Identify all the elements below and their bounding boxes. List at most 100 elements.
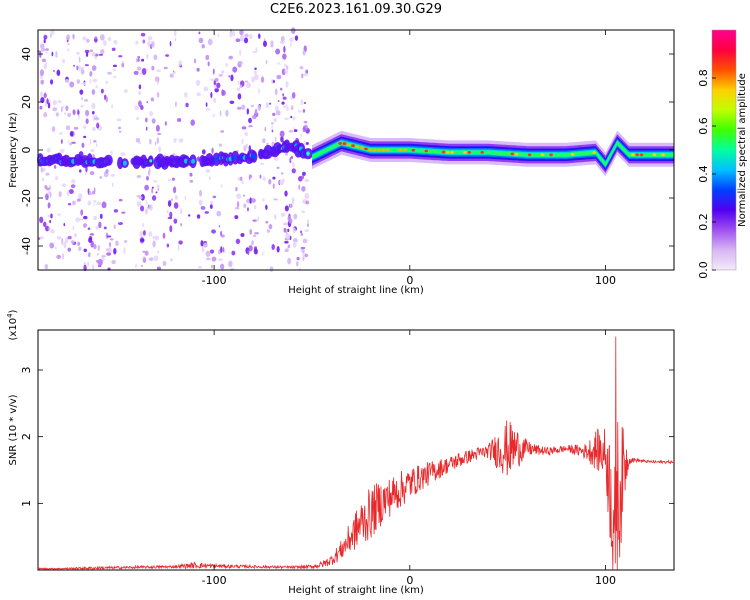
spectrogram-noise-cell (52, 100, 58, 106)
colorbar-ticks: 0.0 0.2 0.4 0.6 0.8 (697, 69, 716, 279)
spectrogram-noise-cell (95, 143, 98, 147)
spectrogram-noise-cell (156, 91, 160, 98)
spectrogram-noise-cell (162, 232, 166, 239)
spectrogram-noise-cell (137, 58, 140, 62)
spectrogram-noise-cell (190, 119, 196, 126)
snr-y-tick-label: 2 (20, 433, 33, 440)
spectrogram-noise-cell (303, 101, 306, 105)
spectrogram-noise-cell (140, 32, 146, 37)
spectrogram-noise-cell (172, 71, 177, 74)
spectrogram-noise-cell (121, 63, 125, 68)
spectrogram-noise-cell (265, 102, 269, 109)
spectrogram-noise-cell (281, 101, 285, 105)
spectrogram-noise-cell (154, 235, 159, 241)
spectrogram-noise-cell (220, 70, 225, 74)
spectrogram-noise-cell (291, 92, 296, 99)
spectrogram-noise-cell (55, 112, 59, 117)
spectrogram-noise-cell (43, 63, 48, 70)
spectrogram-noise-cell (284, 117, 289, 120)
spectrogram-noise-cell (254, 67, 257, 71)
spectrogram-noise-cell (93, 140, 97, 143)
spectrogram-noise-cell (291, 168, 296, 174)
spectrogram-noise-cell (149, 110, 154, 117)
spectrogram-noise-cell (69, 131, 74, 137)
spectrogram-noise-cell (301, 185, 306, 192)
spectrogram-noise-cell (196, 92, 201, 97)
spectrogram-noise-cell (141, 68, 147, 75)
spectrogram-noise-cell (142, 222, 144, 228)
spectrogram-noise-cell (243, 194, 245, 197)
spectrogram-noise-cell (43, 35, 48, 40)
spectrogram-noise-cell (252, 234, 257, 238)
spectrogram-noise-cell (91, 89, 96, 95)
spectrogram-noise-cell (49, 242, 55, 249)
spectrogram-noise-cell (157, 132, 162, 135)
spectrogram-noise-cell (67, 43, 70, 46)
spectrogram-noise-cell (274, 137, 277, 142)
spectrogram-noise-cell (75, 217, 81, 223)
spectrogram-ridge-hotspot (346, 143, 351, 147)
spectrogram-noise-cell (252, 114, 257, 120)
spectrogram-noise-cell (163, 66, 168, 70)
spectrogram-noise-cell (49, 184, 51, 190)
spectrogram-noise-cell (118, 130, 122, 133)
spectrogram-noise-cell (240, 232, 245, 237)
spectrogram-noise-cell (187, 214, 191, 217)
spectrogram-noise-cell (245, 143, 249, 149)
spectrogram-noise-cell (300, 98, 303, 106)
spectrogram-noise-cell (303, 120, 308, 124)
spectrogram-noise-cell (62, 253, 64, 260)
spectrogram-ridge-core (252, 154, 257, 160)
spectrogram-noise-cell (97, 244, 100, 252)
spectrogram-noise-cell (169, 225, 173, 233)
spectrogram-noise-cell (118, 55, 123, 58)
spectrogram-noise-cell (41, 177, 45, 182)
spectrogram-noise-cell (285, 80, 289, 88)
spectrogram-noise-cell (151, 195, 157, 201)
spectrogram-noise-cell (152, 240, 156, 248)
spectrogram-ridge-hotspot (635, 153, 640, 157)
spectrogram-noise-cell (271, 124, 273, 131)
spectrogram-noise-cell (305, 69, 309, 75)
spectrogram-noise-cell (139, 230, 144, 238)
spectrogram-noise-cell (300, 249, 305, 252)
spectrogram-noise-cell (271, 129, 274, 133)
spectrogram-noise-cell (145, 126, 148, 131)
spectrogram-noise-cell (118, 198, 123, 202)
spectrogram-noise-cell (221, 234, 225, 238)
spectrogram-noise-cell (167, 200, 172, 207)
spectrogram-noise-cell (67, 235, 72, 240)
spectrogram-noise-cell (239, 49, 242, 56)
spectrogram-noise-cell (205, 169, 211, 173)
spectrogram-noise-cell (103, 226, 107, 230)
spectrogram-noise-cell (89, 49, 94, 52)
colorbar-frame (711, 29, 737, 271)
spectrogram-noise-cell (228, 75, 231, 78)
spectrogram-noise-cell (287, 215, 291, 222)
spectrogram-noise-cell (266, 142, 269, 146)
spectrogram-noise-cell (39, 216, 44, 224)
spectrogram-noise-cell (268, 223, 273, 230)
spectrogram-noise-cell (136, 201, 142, 207)
snr-panel: -100 0 100 1 2 3 Height of straight line (km… (6, 309, 675, 596)
spectrogram-noise-cell (174, 38, 177, 42)
spectrogram-noise-cell (156, 184, 160, 189)
spectrogram-noise-cell (142, 250, 146, 253)
spectrogram-noise-cell (135, 137, 141, 143)
spectrogram-noise-cell (177, 244, 180, 251)
spectrogram-noise-cell (52, 69, 55, 72)
spectrogram-noise-cell (153, 54, 158, 61)
spectrogram-noise-cell (77, 241, 81, 246)
spectrogram-noise-cell (246, 108, 250, 115)
spectrogram-noise-cell (170, 258, 173, 262)
spectrogram-noise-cell (274, 88, 278, 96)
spectrogram-noise-cell (205, 108, 211, 111)
spectrogram-noise-cell (244, 131, 248, 137)
spectrogram-noise-cell (83, 135, 87, 139)
spectrogram-ridge-hotspot (592, 151, 596, 154)
spectrogram-noise-cell (248, 125, 253, 128)
spectrogram-noise-cell (202, 242, 208, 248)
spectrogram-noise-cell (65, 105, 69, 111)
spectrogram-noise-cell (123, 247, 126, 254)
